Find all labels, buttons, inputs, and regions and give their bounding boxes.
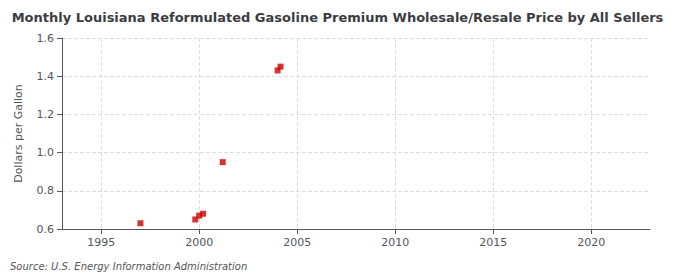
svg-text:2010: 2010 <box>381 236 409 249</box>
svg-text:1.2: 1.2 <box>37 108 55 121</box>
svg-text:1995: 1995 <box>87 236 115 249</box>
svg-text:2000: 2000 <box>185 236 213 249</box>
svg-text:Source: U.S. Energy Informatio: Source: U.S. Energy Information Administ… <box>10 261 247 272</box>
svg-text:Monthly Louisiana Reformulated: Monthly Louisiana Reformulated Gasoline … <box>12 10 664 25</box>
svg-text:2020: 2020 <box>577 236 605 249</box>
svg-text:2015: 2015 <box>479 236 507 249</box>
svg-text:2005: 2005 <box>283 236 311 249</box>
svg-text:1.0: 1.0 <box>37 146 55 159</box>
svg-text:1.4: 1.4 <box>37 70 55 83</box>
svg-text:0.6: 0.6 <box>37 223 55 236</box>
svg-text:0.8: 0.8 <box>37 184 55 197</box>
svg-text:Dollars per Gallon: Dollars per Gallon <box>12 84 25 183</box>
svg-text:1.6: 1.6 <box>37 32 55 45</box>
